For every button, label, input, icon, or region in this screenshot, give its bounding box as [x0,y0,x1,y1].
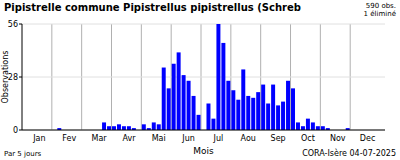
bar [102,122,106,130]
bar [281,102,285,130]
grid-line [22,24,385,25]
x-tick-label: Mai [152,134,166,143]
bar [182,75,186,130]
bar [127,126,131,130]
bar [221,43,225,130]
x-tick-label: Sep [271,134,286,143]
x-tick-label: Mar [92,134,108,143]
x-tick-label: Nov [330,134,346,143]
x-tick-label: Avr [122,134,136,143]
annotation: 1 éliminé [364,10,396,18]
x-tick-label: Fev [62,134,76,143]
bar [117,124,121,130]
x-tick-label: Dec [360,134,375,143]
annotation: Par 5 jours [4,150,42,158]
bar [321,126,325,130]
x-label: Mois [193,146,214,156]
y-label: Observations [1,51,10,104]
bar [276,105,280,130]
bar [172,64,176,130]
bar [152,122,156,130]
bar [271,85,275,130]
bar [236,100,240,130]
x-tick-label: Oct [301,134,315,143]
bar [261,85,265,130]
bars [57,24,349,130]
bar [167,88,171,130]
bar [231,90,235,130]
bar [197,115,201,130]
x-axis [22,130,385,131]
annotation: CORA-Isère 04-07-2025 [302,148,396,158]
x-tick-label: Jul [213,134,224,143]
bar [142,124,146,130]
bar [301,126,305,130]
bar [206,104,210,131]
chart: 02856JanFevMarAvrMaiJunJulAouSepOctNovDe… [0,0,400,160]
x-tick-label: Jun [181,134,195,143]
bar [246,96,250,130]
x-tick-label: Jan [32,134,45,143]
bar [211,119,215,130]
grid-line [22,77,385,78]
bar [296,122,300,130]
bar [157,124,161,130]
y-tick-label: 0 [13,126,18,135]
bar [266,104,270,131]
x-tick-label: Aou [241,134,256,143]
annotation: 590 obs. [366,2,396,10]
bar [241,69,245,130]
bar [192,96,196,130]
bar [256,92,260,130]
bar [162,68,166,130]
bar [107,126,111,130]
bar [226,81,230,130]
bar [311,122,315,130]
bar [177,52,181,130]
y-axis [22,24,23,130]
bar [316,126,320,130]
bar [291,88,295,130]
grid-line [22,130,385,131]
y-tick-label: 56 [8,20,18,29]
bar [122,126,126,130]
bar [306,119,310,130]
bar [216,24,220,130]
title: Pipistrelle commune Pipistrellus pipistr… [4,2,301,13]
bar [286,81,290,130]
bar [187,81,191,130]
bar [112,126,116,130]
bar [251,98,255,130]
